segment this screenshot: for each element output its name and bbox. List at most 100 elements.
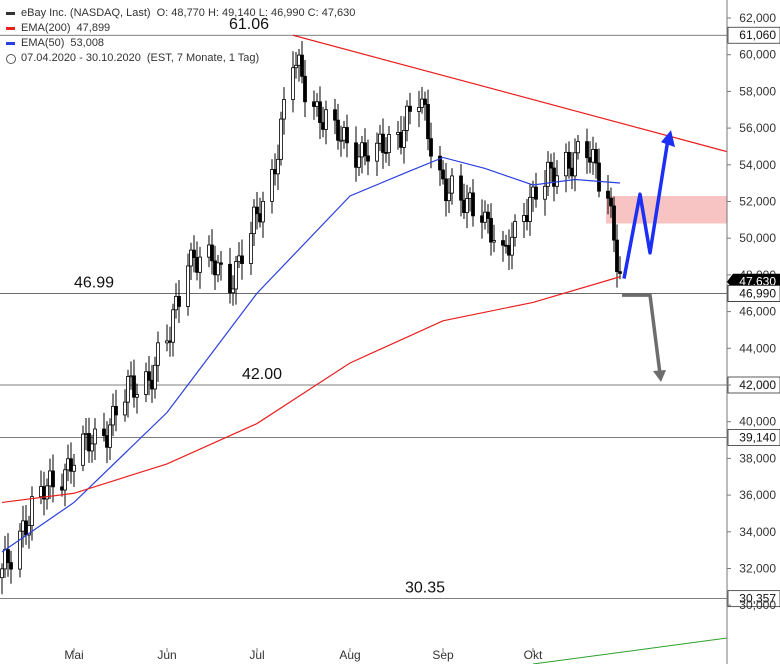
candle [189,242,193,281]
candle [345,114,349,158]
candle [573,138,577,192]
x-tick-label: Jun [157,648,176,662]
candle [447,178,451,213]
level-label: 61.06 [229,16,269,33]
candle [192,235,196,273]
clock-icon [6,53,16,64]
candle [501,230,505,262]
candle [252,199,256,246]
candle [282,87,286,135]
candle [549,153,553,182]
svg-text:61,060: 61,060 [739,28,776,42]
x-tick-label: Sep [432,648,454,662]
candle [585,128,589,174]
candle [597,148,601,198]
candle [438,145,442,186]
candle [366,139,370,176]
candle [87,417,91,463]
arrowhead-icon [661,130,675,148]
candle [81,425,85,472]
candle [618,256,622,280]
candle [126,369,130,418]
ema200-value: 47,899 [76,22,111,34]
svg-text:42,000: 42,000 [739,378,776,392]
candle [318,86,322,139]
candle [270,159,274,214]
candle [231,275,235,306]
candle [291,51,295,113]
period-range: 07.04.2020 - 30.10.2020 [21,52,141,64]
candle [339,125,343,157]
candle [45,478,49,510]
candle [450,168,454,205]
candle [405,100,409,142]
long-term-trendline [532,637,728,664]
candle [63,463,67,507]
y-tick-label: 50,000 [739,231,776,245]
svg-text:46,990: 46,990 [739,286,776,300]
candle [276,144,280,190]
candle [354,126,358,182]
chart-line-icon [6,12,15,15]
candle [177,279,181,323]
svg-text:30,357: 30,357 [739,592,776,606]
candle [408,92,412,125]
candle [72,453,76,488]
candle [294,52,298,79]
svg-text:39,140: 39,140 [739,430,776,444]
candle [465,184,469,229]
candle [123,389,127,422]
candle [198,246,202,289]
candle [489,203,493,256]
y-tick-label: 52,000 [739,195,776,209]
candle [303,59,307,118]
candle [357,144,361,176]
candle [135,383,139,414]
candle [375,132,379,177]
candle [132,359,136,408]
candle [528,184,532,236]
candle [300,40,304,84]
level-axis-tag: 61,060 [727,26,780,44]
candle [426,89,430,151]
candle [387,126,391,166]
candle [441,160,445,185]
candle [27,515,31,549]
ema50-value: 53,008 [70,37,105,49]
y-tick-label: 38,000 [739,451,776,465]
candle [459,163,463,217]
price-axis: 61,060 46,990 42,000 39,140 30,357 62,000 60,0… [726,0,780,664]
y-tick-label: 30,000 [739,598,776,612]
level-axis-tag: 30,357 [727,590,780,608]
level-axis-tag: 39,140 [727,429,780,446]
candle [417,90,421,128]
candle [492,224,496,253]
candle [336,103,340,150]
candle [90,434,94,463]
level-axis-tag: 46,990 [727,285,780,302]
y-tick-label: 46,000 [739,305,776,319]
y-tick-label: 60,000 [739,48,776,62]
bearish-scenario-arrow [622,293,662,375]
ema50-swatch [6,42,15,45]
downtrend-line [292,34,728,153]
candle [249,221,253,276]
level-label: 30.35 [405,580,445,597]
candle [6,533,10,577]
candle [51,454,55,503]
candle [0,563,4,595]
candle [567,141,571,179]
ema200-line [1,276,621,504]
x-tick-label: Jul [249,648,264,662]
candle [423,91,427,121]
candle [543,169,547,216]
symbol-title: eBay Inc. (NASDAQ, Last) [21,7,151,19]
y-tick-label: 42,000 [739,378,776,392]
candle [609,187,613,218]
candle [381,118,385,169]
candle [510,222,514,270]
y-tick-label: 56,000 [739,121,776,135]
candle [108,418,112,460]
candle [594,142,598,179]
